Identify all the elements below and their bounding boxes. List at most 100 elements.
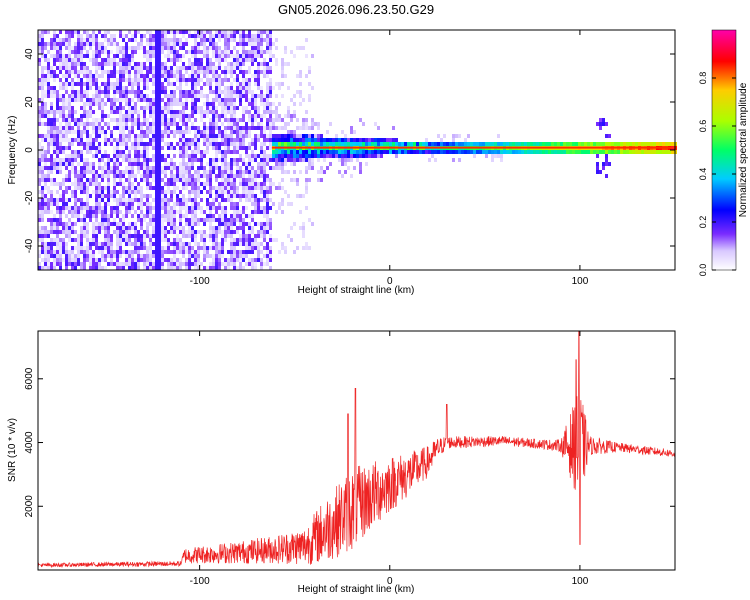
- heatmap-cell: [251, 214, 254, 218]
- heatmap-cell: [59, 166, 62, 170]
- heatmap-cell: [299, 46, 302, 50]
- heatmap-cell: [215, 238, 218, 242]
- heatmap-cell: [209, 134, 212, 138]
- heatmap-cell: [185, 262, 188, 266]
- heatmap-cell: [80, 166, 83, 170]
- heatmap-cell: [146, 210, 149, 214]
- heatmap-cell: [233, 118, 236, 122]
- heatmap-cell: [68, 58, 71, 62]
- heatmap-cell: [224, 230, 227, 234]
- heatmap-cell: [47, 138, 50, 142]
- heatmap-cell: [53, 30, 56, 34]
- heatmap-cell: [206, 38, 209, 42]
- heatmap-cell: [215, 150, 218, 154]
- heatmap-cell: [176, 226, 179, 230]
- heatmap-cell: [56, 46, 59, 50]
- heatmap-cell: [71, 166, 74, 170]
- heatmap-cell: [215, 254, 218, 258]
- heatmap-cell: [92, 154, 95, 158]
- heatmap-cell: [116, 166, 119, 170]
- heatmap-cell: [281, 134, 284, 138]
- heatmap-cell: [188, 222, 191, 226]
- heatmap-cell: [329, 150, 332, 154]
- heatmap-cell: [95, 242, 98, 246]
- heatmap-cell: [161, 110, 164, 114]
- heatmap-cell: [62, 226, 65, 230]
- heatmap-cell: [215, 258, 218, 262]
- heatmap-cell: [257, 86, 260, 90]
- x-tick-label: 0: [387, 576, 393, 587]
- heatmap-cell: [77, 214, 80, 218]
- heatmap-cell: [350, 130, 353, 134]
- heatmap-cell: [95, 198, 98, 202]
- heatmap-cell: [164, 42, 167, 46]
- heatmap-cell: [203, 182, 206, 186]
- heatmap-cell: [542, 142, 545, 146]
- heatmap-cell: [185, 266, 188, 270]
- heatmap-cell: [116, 242, 119, 246]
- heatmap-cell: [173, 250, 176, 254]
- heatmap-cell: [212, 206, 215, 210]
- heatmap-cell: [350, 150, 353, 154]
- heatmap-cell: [620, 150, 623, 154]
- heatmap-cell: [107, 122, 110, 126]
- heatmap-cell: [86, 158, 89, 162]
- heatmap-cell: [245, 122, 248, 126]
- heatmap-cell: [176, 266, 179, 270]
- heatmap-cell: [359, 170, 362, 174]
- heatmap-cell: [224, 42, 227, 46]
- heatmap-cell: [77, 42, 80, 46]
- heatmap-cell: [191, 226, 194, 230]
- heatmap-cell: [224, 186, 227, 190]
- heatmap-cell: [125, 238, 128, 242]
- heatmap-cell: [164, 190, 167, 194]
- heatmap-cell: [257, 154, 260, 158]
- heatmap-cell: [110, 234, 113, 238]
- heatmap-cell: [197, 166, 200, 170]
- heatmap-cell: [83, 94, 86, 98]
- heatmap-cell: [263, 154, 266, 158]
- heatmap-cell: [83, 62, 86, 66]
- heatmap-cell: [248, 30, 251, 34]
- heatmap-cell: [368, 142, 371, 146]
- heatmap-cell: [299, 74, 302, 78]
- heatmap-cell: [59, 150, 62, 154]
- heatmap-cell: [92, 250, 95, 254]
- heatmap-cell: [47, 30, 50, 34]
- heatmap-cell: [320, 170, 323, 174]
- heatmap-cell: [56, 242, 59, 246]
- heatmap-cell: [299, 126, 302, 130]
- heatmap-cell: [251, 210, 254, 214]
- heatmap-cell: [110, 214, 113, 218]
- heatmap-cell: [155, 102, 158, 106]
- heatmap-cell: [86, 78, 89, 82]
- heatmap-cell: [113, 42, 116, 46]
- heatmap-cell: [242, 142, 245, 146]
- heatmap-cell: [134, 190, 137, 194]
- heatmap-cell: [83, 186, 86, 190]
- heatmap-cell: [131, 78, 134, 82]
- heatmap-cell: [104, 90, 107, 94]
- heatmap-cell: [47, 114, 50, 118]
- heatmap-cell: [92, 254, 95, 258]
- heatmap-cell: [155, 262, 158, 266]
- heatmap-cell: [101, 82, 104, 86]
- heatmap-cell: [134, 78, 137, 82]
- heatmap-cell: [170, 98, 173, 102]
- heatmap-cell: [137, 90, 140, 94]
- heatmap-cell: [92, 262, 95, 266]
- heatmap-cell: [242, 250, 245, 254]
- heatmap-cell: [80, 54, 83, 58]
- heatmap-cell: [176, 166, 179, 170]
- heatmap-cell: [197, 170, 200, 174]
- heatmap-cell: [239, 174, 242, 178]
- heatmap-cell: [536, 142, 539, 146]
- heatmap-cell: [293, 162, 296, 166]
- heatmap-cell: [59, 258, 62, 262]
- heatmap-cell: [53, 150, 56, 154]
- heatmap-cell: [38, 154, 41, 158]
- heatmap-cell: [56, 218, 59, 222]
- heatmap-cell: [152, 226, 155, 230]
- heatmap-cell: [239, 266, 242, 270]
- heatmap-cell: [263, 50, 266, 54]
